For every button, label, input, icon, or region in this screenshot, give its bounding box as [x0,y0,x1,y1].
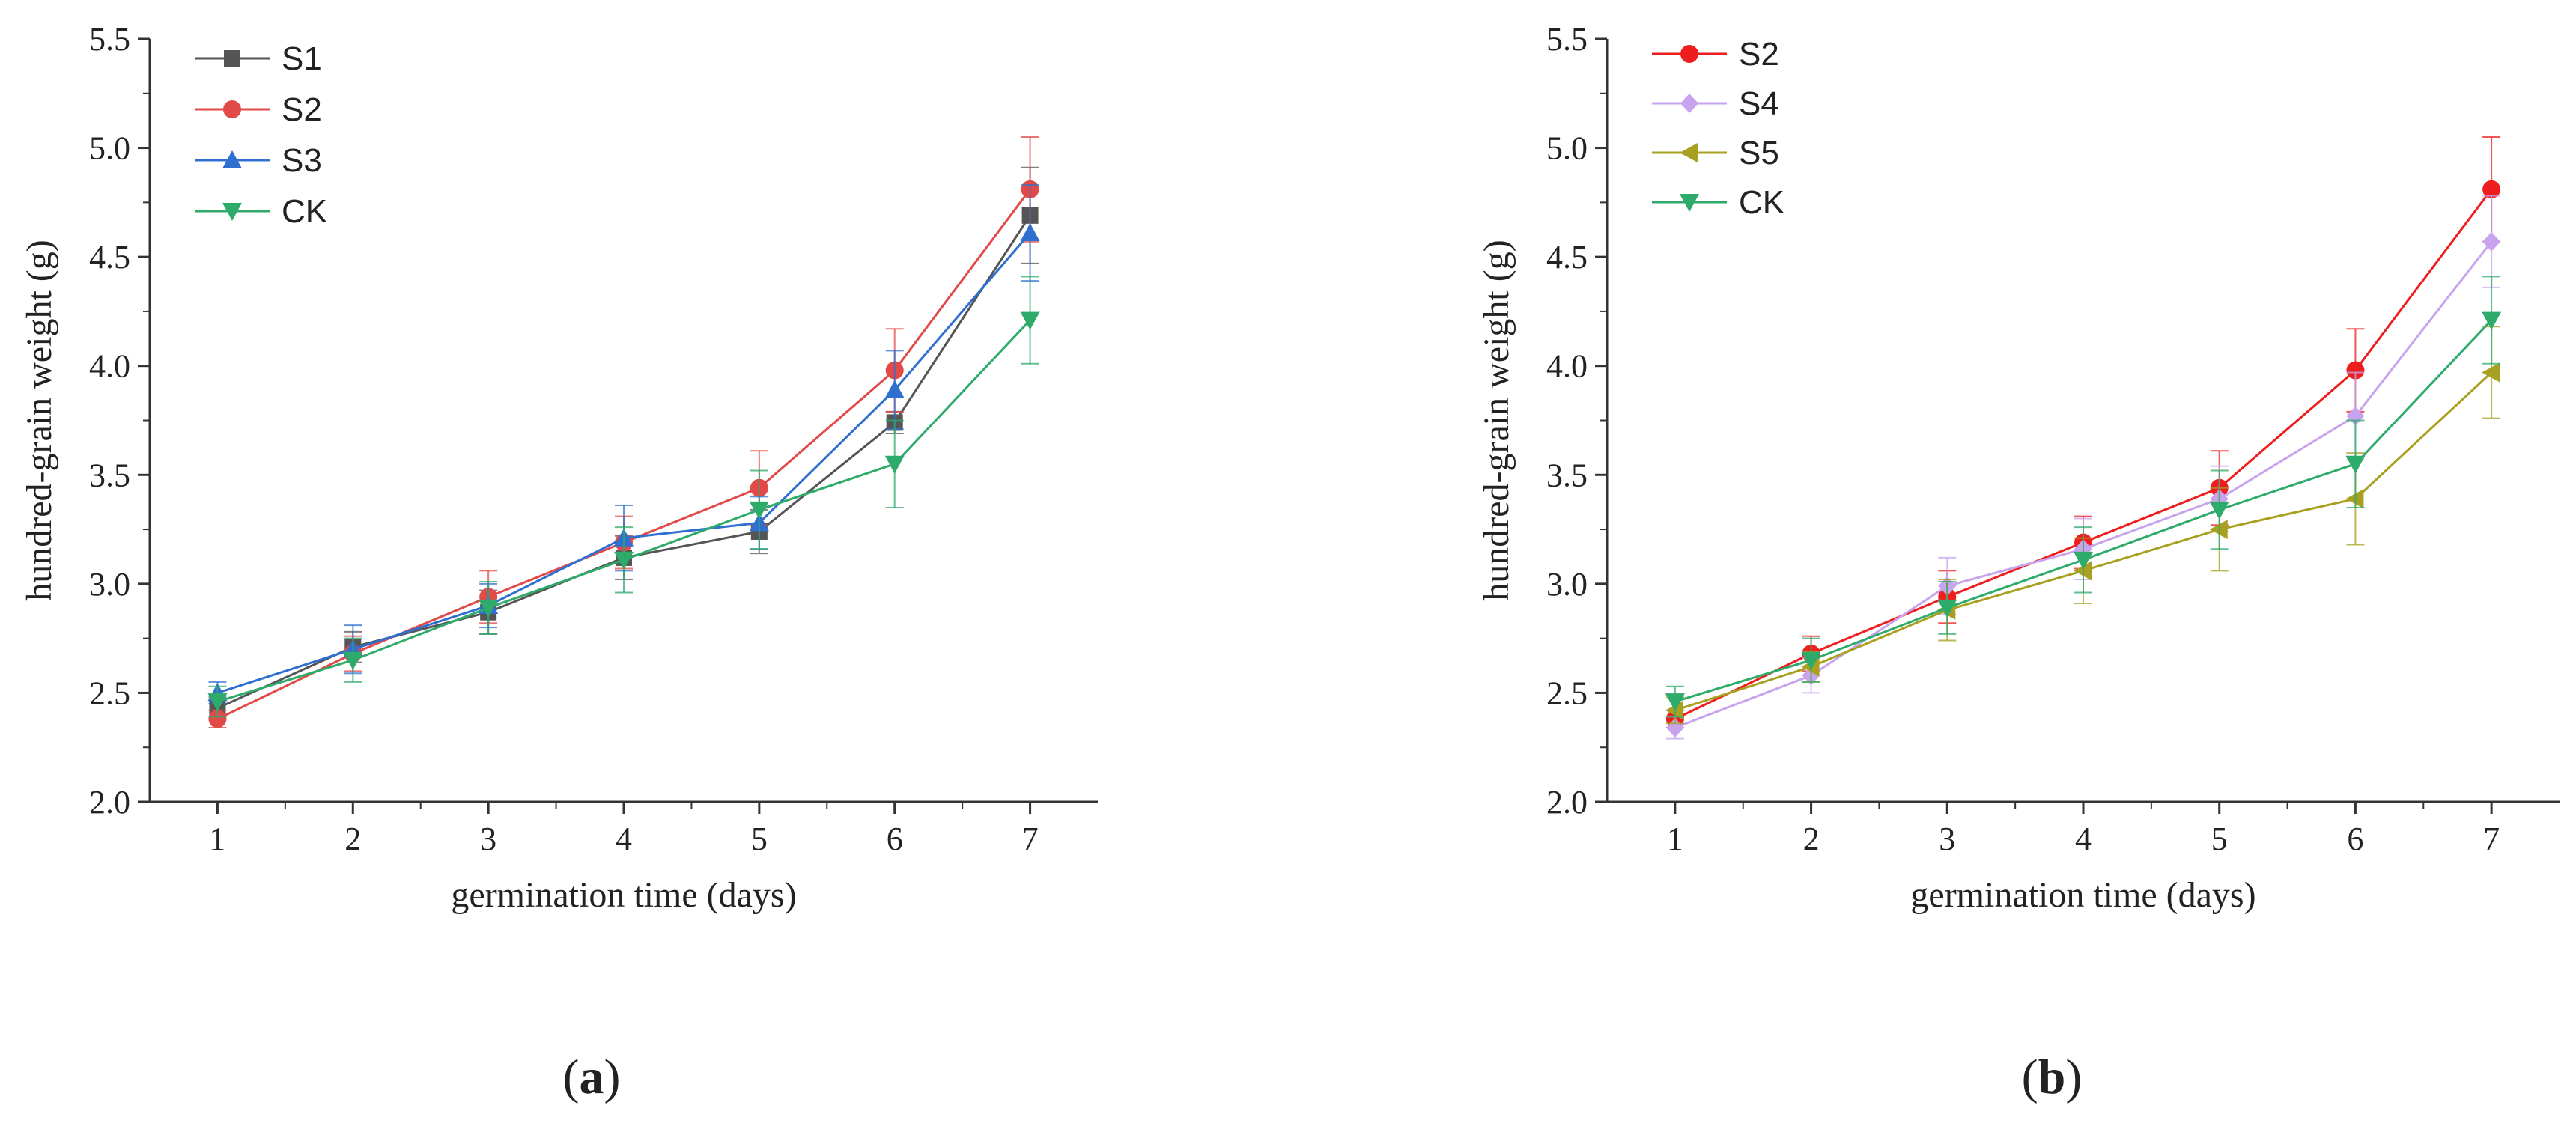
data-point [2209,501,2229,520]
y-tick-label: 2.0 [89,784,130,821]
legend-marker [222,203,242,221]
data-point [884,455,905,474]
legend-label: S2 [282,91,322,128]
series-s3 [207,184,1040,704]
x-tick-label: 3 [480,821,496,857]
data-point [2482,180,2501,198]
x-axis-label: germination time (days) [451,875,796,915]
y-tick-label: 4.5 [1546,239,1588,276]
data-point [1020,311,1040,330]
data-point [2346,361,2365,380]
data-point [1665,693,1685,712]
data-point [1020,223,1040,242]
legend-marker [224,50,240,67]
x-tick-label: 5 [2211,821,2228,857]
legend-label: S2 [1739,36,1779,73]
data-point [2074,551,2093,570]
x-tick-label: 1 [1667,821,1683,857]
legend-marker [1680,94,1698,113]
series-line [1674,188,2493,720]
x-tick-label: 5 [751,821,768,857]
data-point [1801,651,1821,670]
caption-letter: a [580,1050,604,1104]
legend-marker [1680,45,1698,63]
y-axis-label: hundred-grain weight (g) [19,240,59,601]
legend-label: CK [282,193,327,230]
x-tick-label: 4 [2075,821,2092,857]
series-ck [1665,276,2502,718]
caption-close-paren: ) [2065,1050,2082,1104]
y-axis-label: hundred-grain weight (g) [1477,240,1516,601]
y-tick-label: 5.0 [89,130,130,167]
data-point [208,710,227,728]
y-tick-label: 4.0 [89,348,130,385]
legend-marker [1680,194,1699,212]
data-point [343,651,363,670]
y-tick-label: 2.5 [1546,675,1588,711]
x-axis-label: germination time (days) [1910,875,2255,915]
series-line [1674,319,2493,703]
x-tick-label: 2 [1803,821,1820,857]
y-tick-label: 3.5 [1546,457,1588,493]
y-tick-label: 5.5 [1546,21,1588,58]
y-tick-label: 5.5 [89,21,130,58]
y-tick-label: 3.0 [1546,566,1588,603]
x-tick-label: 4 [616,821,632,857]
x-tick-label: 3 [1939,821,1955,857]
series-s2 [208,136,1039,729]
x-tick-label: 6 [2347,821,2363,857]
data-point [614,551,634,570]
panel-b-chart: 1 2 3 4 5 6 7 2.0 2.5 3.0 3.5 4.0 4.5 5.0 5.5 germinati… [1477,21,2560,1104]
legend-label: S3 [282,142,322,179]
y-tick-label: 3.5 [89,457,130,493]
legend-label: S1 [282,40,322,77]
caption-open-paren: ( [563,1050,580,1104]
legend: S1 S2 S3 CK [195,40,327,230]
series-line [216,232,1031,694]
caption-letter: b [2038,1050,2066,1104]
legend-marker [223,100,241,118]
x-tick-label: 7 [1022,821,1039,857]
y-tick-label: 5.0 [1546,130,1588,167]
panel-caption: (a) [563,1050,621,1104]
y-tick-label: 4.0 [1546,348,1588,385]
legend-label: S5 [1739,135,1779,171]
x-tick-label: 2 [344,821,361,857]
legend-marker [1680,143,1698,162]
x-tick-label: 6 [887,821,903,857]
caption-open-paren: ( [2022,1050,2038,1104]
x-tick-label: 7 [2483,821,2500,857]
y-tick-label: 2.5 [89,675,130,711]
legend-label: S4 [1739,85,1779,122]
data-point [2482,311,2502,330]
series-line [216,215,1031,710]
legend-label: CK [1739,184,1784,221]
data-point [2482,362,2500,383]
data-point [884,380,905,398]
series-s2 [1665,136,2501,729]
y-tick-label: 3.0 [89,566,130,603]
series-line [216,188,1031,720]
caption-close-paren: ) [604,1050,621,1104]
x-tick-label: 1 [209,821,225,857]
y-tick-label: 2.0 [1546,784,1588,821]
legend: S2 S4 S5 CK [1652,36,1784,221]
data-point [479,599,499,618]
series-ck [207,276,1040,718]
data-point [207,693,228,712]
legend-marker [222,150,242,168]
data-point [1937,599,1957,618]
panel-a-chart: 1 2 3 4 5 6 7 2.0 2.5 3.0 3.5 4.0 4.5 5.0 5.5 germinati… [19,21,1098,1104]
data-point [2345,455,2366,474]
y-tick-label: 4.5 [89,239,130,276]
data-point [2482,231,2501,252]
data-point [749,501,769,520]
series-s4 [1665,195,2501,740]
panel-caption: (b) [2022,1050,2083,1104]
